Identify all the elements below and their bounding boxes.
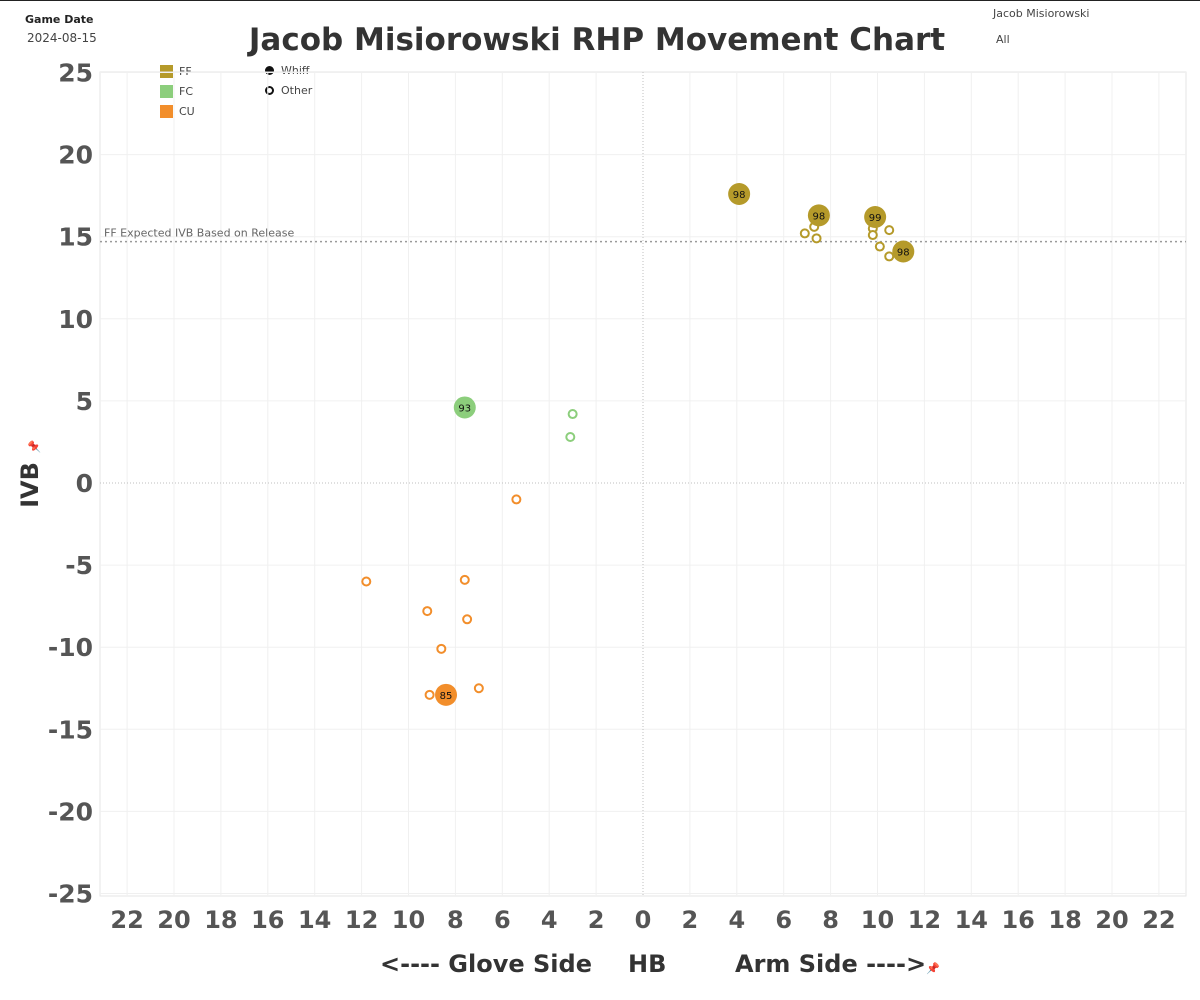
x-tick-label: 2 — [682, 906, 699, 934]
top-border — [0, 0, 1200, 1]
other-point-cu — [424, 689, 435, 700]
legend-label-whiff: Whiff — [281, 64, 310, 77]
x-tick-label: 20 — [157, 906, 190, 934]
game-date-filter-value[interactable]: 2024-08-15 — [27, 31, 97, 45]
x-tick-label: 6 — [494, 906, 511, 934]
x-tick-label: 14 — [298, 906, 331, 934]
x-tick-label: 18 — [1048, 906, 1081, 934]
y-tick-label: -15 — [48, 715, 93, 744]
other-point-ff — [799, 228, 810, 239]
pin-icon[interactable]: 📌 — [926, 962, 940, 975]
x-tick-label: 0 — [635, 906, 652, 934]
x-tick-label: 14 — [955, 906, 988, 934]
other-point-ff — [867, 230, 878, 241]
velocity-label-ff: 98 — [813, 211, 826, 222]
y-tick-label: 25 — [58, 59, 93, 88]
y-tick-label: 0 — [76, 469, 93, 498]
chart-title: Jacob Misiorowski RHP Movement Chart — [248, 22, 946, 58]
x-axis-glove-side-label: <---- Glove Side — [380, 950, 592, 978]
whiff-point-fc — [453, 396, 476, 419]
x-tick-label: 4 — [728, 906, 745, 934]
open-circle-icon — [265, 86, 274, 95]
x-axis-arm-side-text: Arm Side ----> — [735, 950, 927, 978]
whiff-point-ff — [807, 204, 830, 227]
pitcher-filter-label: Jacob Misiorowski — [993, 7, 1090, 20]
whiff-point-ff — [864, 205, 887, 228]
x-tick-label: 8 — [447, 906, 464, 934]
velocity-label-cu: 85 — [440, 691, 453, 702]
x-tick-label: 16 — [251, 906, 284, 934]
legend-label-cu: CU — [179, 105, 195, 118]
legend-item-cu[interactable]: CU — [160, 105, 195, 118]
x-tick-label: 16 — [1001, 906, 1034, 934]
other-point-ff — [884, 225, 895, 236]
velocity-label-fc: 93 — [458, 403, 471, 414]
y-tick-label: -20 — [48, 797, 93, 826]
pitcher-filter-value[interactable]: All — [996, 33, 1010, 46]
other-point-cu — [361, 576, 372, 587]
other-point-cu — [436, 643, 447, 654]
x-tick-label: 20 — [1095, 906, 1128, 934]
y-tick-label: 10 — [58, 305, 93, 334]
y-tick-label: -25 — [48, 880, 93, 909]
x-tick-label: 12 — [345, 906, 378, 934]
filled-circle-icon — [265, 66, 274, 75]
x-tick-label: 2 — [588, 906, 605, 934]
velocity-label-ff: 98 — [897, 247, 910, 258]
ff-expected-ivb-label: FF Expected IVB Based on Release — [104, 227, 294, 240]
x-axis-arm-side-label: Arm Side ---->📌 — [735, 950, 940, 978]
other-point-fc — [567, 409, 578, 420]
y-axis-title-text: IVB — [16, 462, 44, 508]
velocity-label-ff: 98 — [733, 190, 746, 201]
other-point-cu — [459, 574, 470, 585]
legend-item-fc[interactable]: FC — [160, 85, 193, 98]
legend-item-other[interactable]: Other — [265, 84, 312, 97]
x-tick-label: 12 — [908, 906, 941, 934]
velocity-label-ff: 99 — [869, 213, 882, 224]
whiff-point-cu — [435, 683, 458, 706]
other-point-fc — [565, 432, 576, 443]
whiff-point-ff — [892, 240, 915, 263]
other-point-cu — [473, 683, 484, 694]
legend-label-other: Other — [281, 84, 313, 97]
x-tick-label: 8 — [822, 906, 839, 934]
x-tick-label: 4 — [541, 906, 558, 934]
x-tick-label: 22 — [1142, 906, 1175, 934]
whiff-point-ff — [728, 183, 751, 206]
legend-item-whiff[interactable]: Whiff — [265, 64, 309, 77]
other-point-ff — [874, 241, 885, 252]
y-tick-label: -5 — [65, 551, 93, 580]
pin-icon[interactable]: 📌 — [28, 440, 41, 454]
other-point-cu — [462, 614, 473, 625]
other-point-cu — [422, 606, 433, 617]
y-tick-label: 15 — [58, 223, 93, 252]
legend-swatch-fc — [160, 85, 173, 98]
other-point-cu — [511, 494, 522, 505]
game-date-filter-label: Game Date — [25, 13, 94, 26]
legend-label-fc: FC — [179, 85, 194, 98]
legend-swatch-cu — [160, 105, 173, 118]
other-point-ff — [811, 233, 822, 244]
x-tick-label: 10 — [861, 906, 894, 934]
x-tick-label: 6 — [775, 906, 792, 934]
x-axis-hb-label: HB — [628, 950, 667, 978]
x-tick-label: 22 — [110, 906, 143, 934]
y-tick-label: 5 — [76, 387, 93, 416]
other-point-ff — [884, 251, 895, 262]
x-tick-label: 18 — [204, 906, 237, 934]
y-tick-label: 20 — [58, 141, 93, 170]
x-tick-label: 10 — [392, 906, 425, 934]
y-axis-title: IVB 📌 — [16, 440, 44, 508]
y-tick-label: -10 — [48, 633, 93, 662]
